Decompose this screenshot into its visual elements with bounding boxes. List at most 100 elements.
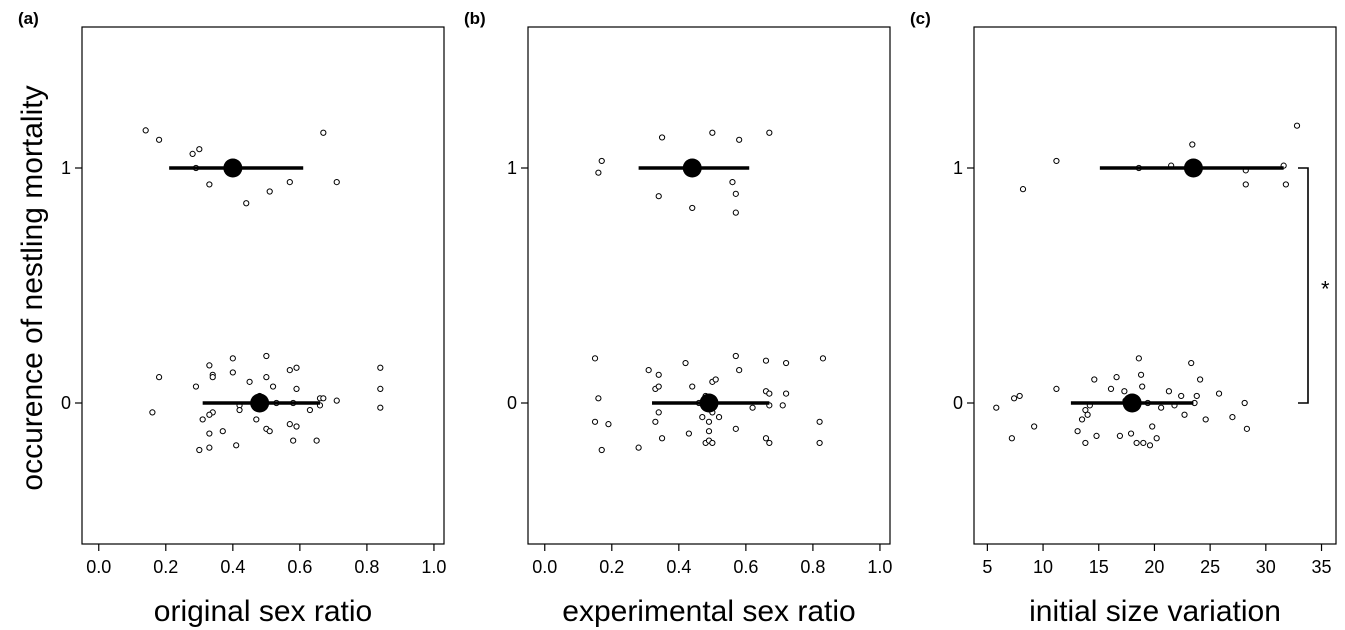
data-point [1107, 385, 1115, 392]
data-point [1181, 411, 1188, 418]
data-point [689, 204, 696, 212]
data-point [993, 404, 1000, 411]
significance-label: * [1321, 277, 1330, 302]
data-point [705, 428, 713, 435]
x-tick-label: 25 [1200, 557, 1220, 577]
data-point [377, 385, 384, 392]
data-point [732, 352, 739, 360]
x-tick-label: 0.4 [220, 557, 245, 577]
data-point [635, 444, 642, 451]
data-point [715, 414, 723, 421]
y-tick-label: 1 [61, 158, 71, 178]
plot-frame [973, 26, 1337, 545]
data-point [1116, 432, 1124, 439]
panel-c: (c) 5 10 15 20 25 30 35 0 1 initial size variation… [910, 9, 1337, 628]
data-point [1082, 439, 1089, 447]
data-point [699, 414, 706, 421]
data-point [598, 446, 605, 454]
data-point [1242, 181, 1249, 188]
data-point [1153, 435, 1160, 442]
x-tick-label: 0.6 [733, 557, 758, 577]
data-point [229, 369, 236, 376]
data-point [155, 136, 163, 143]
data-point [233, 442, 240, 449]
data-point [1193, 392, 1200, 400]
data-point [766, 129, 773, 136]
x-tick-label: 0.0 [86, 557, 111, 577]
data-point [1019, 186, 1027, 193]
data-point [306, 406, 314, 414]
y-axis-title: occurence of nestling mortality [16, 85, 49, 490]
data-point [782, 390, 790, 397]
mean-point [250, 393, 270, 413]
x-tick-label: 20 [1144, 557, 1164, 577]
data-point [1215, 390, 1223, 397]
panel-label: (c) [910, 9, 931, 28]
data-point [595, 169, 602, 176]
x-tick-label: 0.6 [287, 557, 312, 577]
data-point [595, 395, 602, 402]
x-tick-label: 0.8 [800, 557, 825, 577]
data-point [199, 416, 206, 423]
data-point [655, 371, 662, 378]
panel-label: (b) [464, 9, 486, 28]
data-point [816, 439, 823, 447]
panel-a: (a) 0.0 0.2 0.4 0.6 0.8 1.0 0 1 original sex rati… [18, 9, 446, 628]
data-point [155, 374, 163, 381]
data-point [709, 439, 716, 447]
data-point [1127, 430, 1135, 437]
data-point [736, 136, 743, 143]
data-point [652, 418, 659, 425]
x-tick-label: 1.0 [867, 557, 892, 577]
data-point [645, 367, 652, 374]
data-point [1074, 428, 1081, 435]
data-point [290, 437, 297, 444]
data-point [206, 362, 213, 369]
y-tick-label: 0 [61, 393, 71, 413]
data-point [246, 378, 253, 385]
data-point [732, 209, 739, 216]
data-point [655, 193, 662, 200]
data-point [377, 364, 384, 371]
y-tick-label: 1 [953, 158, 963, 178]
data-point [658, 435, 666, 442]
data-point [219, 428, 226, 435]
data-point [313, 437, 320, 444]
x-tick-label: 0.4 [666, 557, 691, 577]
data-point [263, 352, 270, 360]
data-point [655, 409, 662, 416]
data-point [1139, 383, 1146, 390]
data-point [333, 397, 340, 404]
data-point [266, 188, 273, 195]
data-point [689, 383, 696, 390]
data-point [1140, 439, 1147, 447]
data-point [655, 383, 662, 390]
data-point [320, 129, 327, 136]
data-point [819, 355, 827, 362]
data-point [142, 127, 149, 134]
x-tick-label: 0.8 [354, 557, 379, 577]
data-point [286, 421, 293, 428]
data-point [1293, 122, 1301, 129]
data-point [149, 409, 156, 416]
data-point [685, 430, 692, 437]
data-point [732, 190, 739, 197]
panel-label: (a) [18, 9, 39, 28]
data-point [709, 129, 716, 136]
data-point [206, 430, 213, 437]
data-point [732, 425, 739, 432]
data-point [1202, 416, 1209, 423]
panels: (a) 0.0 0.2 0.4 0.6 0.8 1.0 0 1 original sex rati… [18, 9, 1337, 628]
x-tick-label: 0.0 [532, 557, 557, 577]
mean-point [699, 393, 719, 413]
data-point [209, 374, 216, 381]
data-point [263, 374, 270, 381]
data-point [782, 359, 790, 367]
data-point [1282, 181, 1289, 188]
data-point [682, 359, 689, 367]
x-tick-label: 10 [1033, 557, 1053, 577]
mean-point [223, 158, 243, 178]
mean-point [1122, 393, 1142, 413]
data-point [266, 428, 273, 435]
